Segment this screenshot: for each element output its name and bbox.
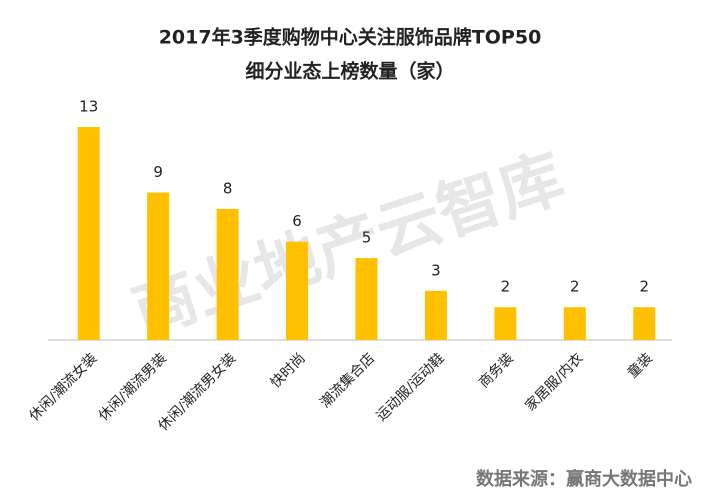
bar <box>424 290 447 340</box>
value-label: 9 <box>153 163 163 181</box>
bar <box>563 307 586 340</box>
bar <box>147 192 170 340</box>
value-label: 2 <box>640 278 650 296</box>
bar <box>355 258 378 340</box>
value-label: 6 <box>292 212 302 230</box>
value-label: 2 <box>570 278 580 296</box>
source: 数据来源：赢商大数据中心 <box>476 468 692 490</box>
bar <box>216 208 239 340</box>
chart-title: 2017年3季度购物中心关注服饰品牌TOP50 <box>159 26 542 49</box>
value-label: 2 <box>501 278 511 296</box>
chart-subtitle: 细分业态上榜数量（家） <box>245 60 454 83</box>
bar <box>633 307 656 340</box>
bar <box>494 307 517 340</box>
value-label: 8 <box>223 179 233 197</box>
bar <box>77 127 100 340</box>
value-label: 5 <box>362 229 372 247</box>
value-label: 13 <box>79 98 98 116</box>
bar <box>286 241 309 340</box>
value-label: 3 <box>431 261 441 279</box>
